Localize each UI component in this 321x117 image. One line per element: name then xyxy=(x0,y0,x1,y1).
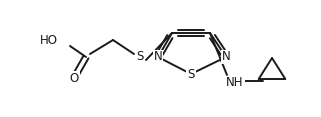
Text: N: N xyxy=(221,51,230,64)
Text: S: S xyxy=(187,68,195,80)
Text: N: N xyxy=(154,51,162,64)
Text: NH: NH xyxy=(226,77,244,90)
Text: HO: HO xyxy=(40,33,58,46)
Text: O: O xyxy=(69,71,79,84)
Text: S: S xyxy=(136,51,144,64)
